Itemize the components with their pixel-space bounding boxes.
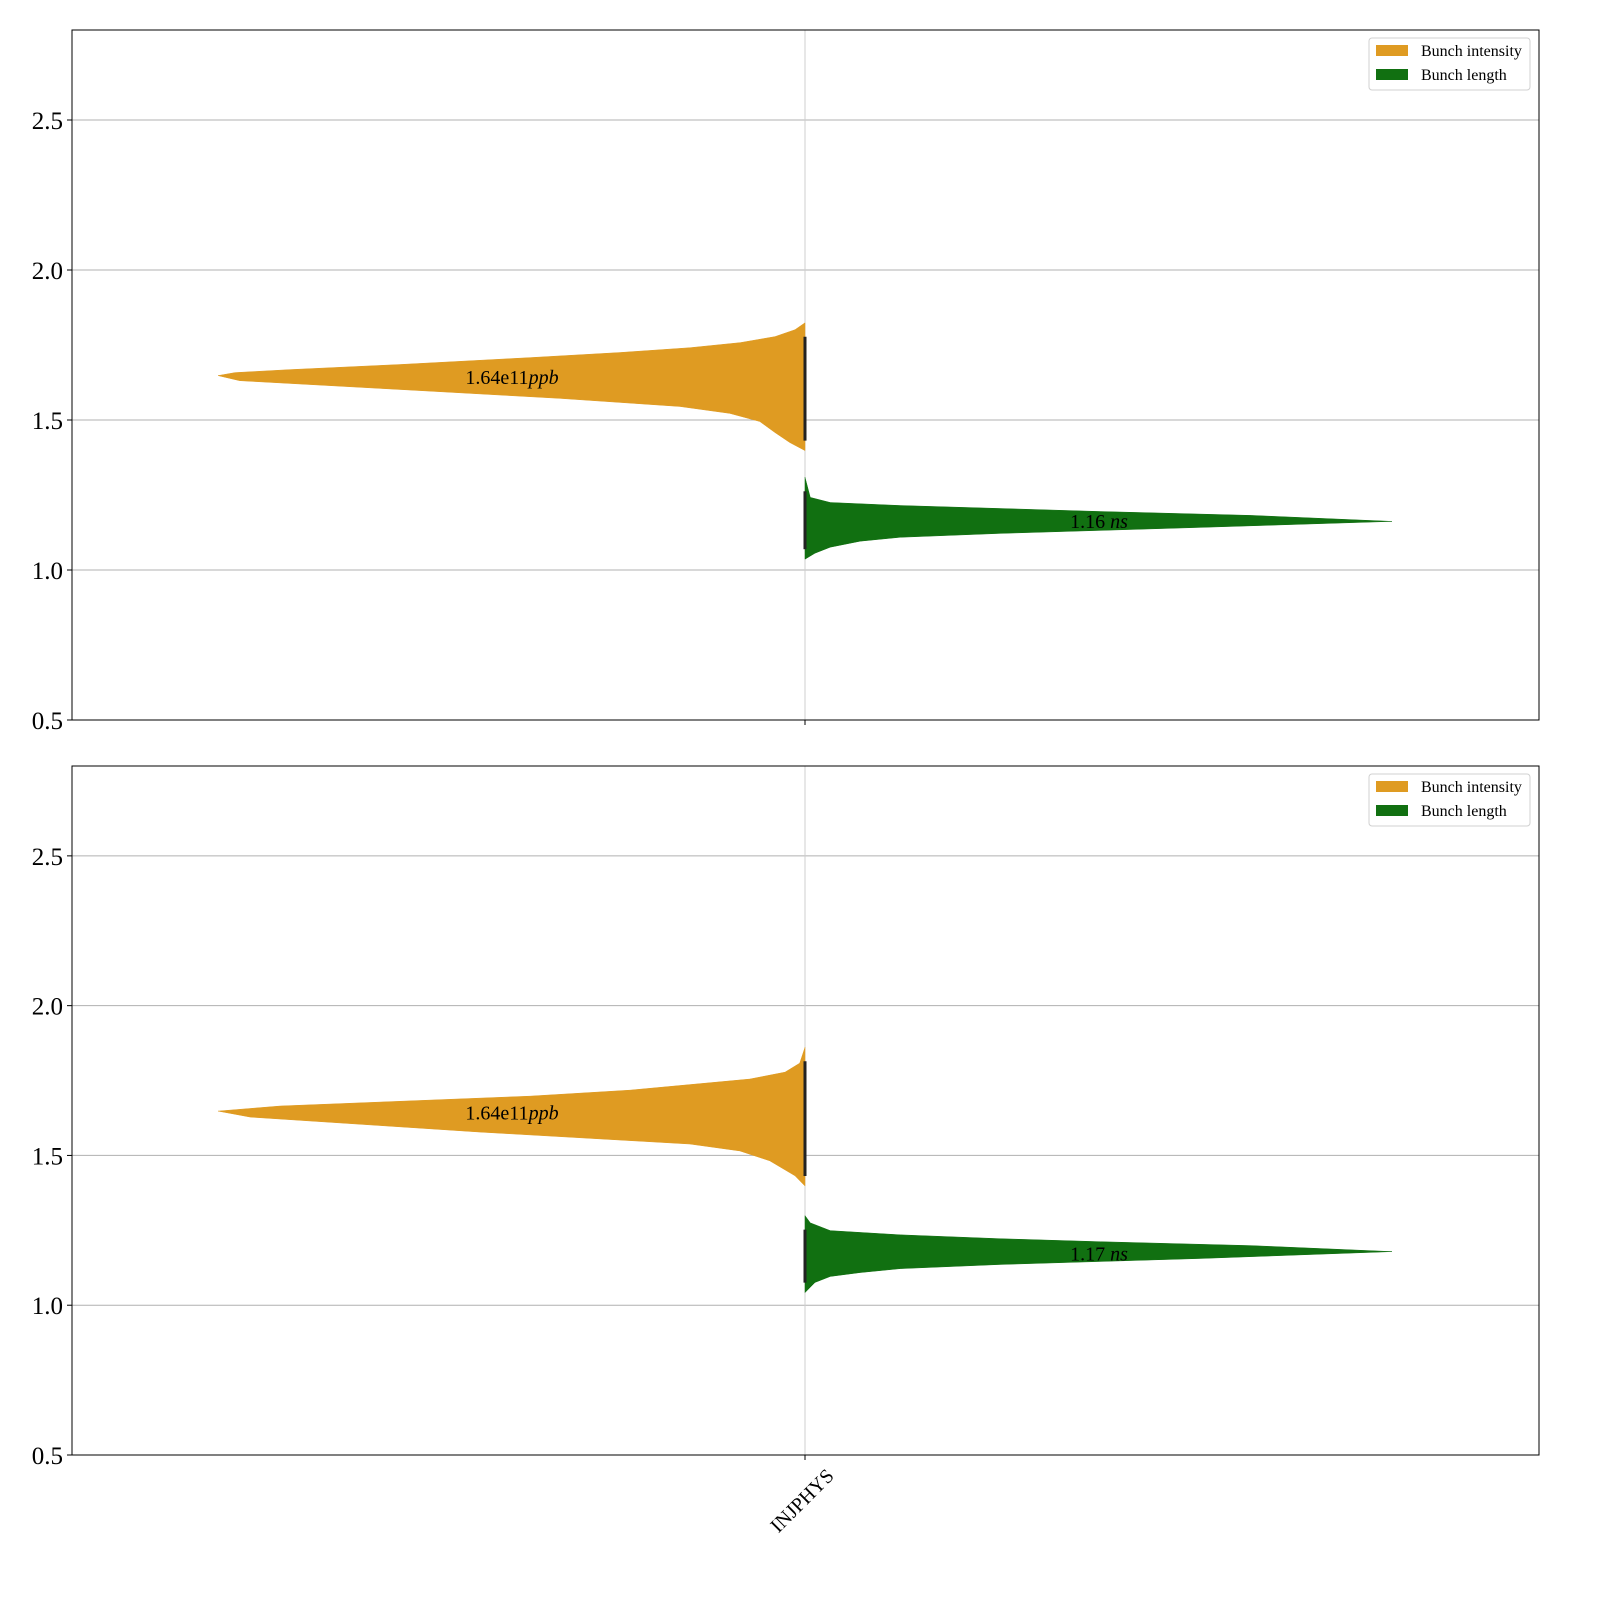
violin-annotation: 1.17 ns <box>1070 1243 1128 1265</box>
y-tick-label: 1.0 <box>32 1293 63 1320</box>
y-tick-label: 1.0 <box>32 558 63 585</box>
violin-half-left <box>217 1047 806 1187</box>
legend-box <box>1368 37 1531 91</box>
y-tick-label: 0.5 <box>32 1443 63 1470</box>
violin-half-right <box>804 477 1393 560</box>
annotation-value: 1.17 <box>1070 1243 1110 1265</box>
legend-box <box>1368 773 1531 827</box>
axes-frame <box>71 29 1540 721</box>
violin-annotation: 1.64e11ppb <box>465 1102 558 1124</box>
legend-swatch <box>1376 781 1408 792</box>
y-tick-label: 1.5 <box>32 1143 63 1170</box>
subplot-2: 0.5 1.0 1.5 2.0 2.5 INJPHYS 1.64e11ppb 1.17 ns B… <box>32 765 1540 1537</box>
annotation-unit: ppb <box>527 1102 559 1124</box>
subplot-1: 0.5 1.0 1.5 2.0 2.5 1.64e11ppb 1.16 ns Bunch in… <box>32 29 1540 735</box>
legend: Bunch intensity Bunch length <box>1368 773 1531 827</box>
violin-half-left <box>217 322 806 452</box>
legend-swatch <box>1376 69 1408 80</box>
legend-swatch <box>1376 45 1408 56</box>
y-tick-label: 2.5 <box>32 108 63 135</box>
annotation-value: 1.64e11 <box>465 367 528 389</box>
y-tick-label: 2.5 <box>32 844 63 871</box>
annotation-value: 1.64e11 <box>465 1102 528 1124</box>
legend-swatch <box>1376 805 1408 816</box>
x-tick-label: INJPHYS <box>766 1465 838 1537</box>
annotation-value: 1.16 <box>1070 511 1110 533</box>
axes-frame <box>71 765 1540 1456</box>
y-tick-label: 2.0 <box>32 258 63 285</box>
legend-label: Bunch intensity <box>1421 43 1522 60</box>
legend-label: Bunch length <box>1421 803 1507 820</box>
legend: Bunch intensity Bunch length <box>1368 37 1531 91</box>
annotation-unit: ns <box>1110 511 1128 533</box>
legend-label: Bunch length <box>1421 67 1507 84</box>
y-tick-label: 1.5 <box>32 408 63 435</box>
annotation-unit: ns <box>1110 1243 1128 1265</box>
y-tick-label: 0.5 <box>32 708 63 735</box>
violin-annotation: 1.64e11ppb <box>465 367 558 389</box>
legend-label: Bunch intensity <box>1421 779 1522 796</box>
violin-annotation: 1.16 ns <box>1070 511 1128 533</box>
y-tick-label: 2.0 <box>32 994 63 1021</box>
violin-half-right <box>804 1214 1393 1294</box>
annotation-unit: ppb <box>527 367 559 389</box>
